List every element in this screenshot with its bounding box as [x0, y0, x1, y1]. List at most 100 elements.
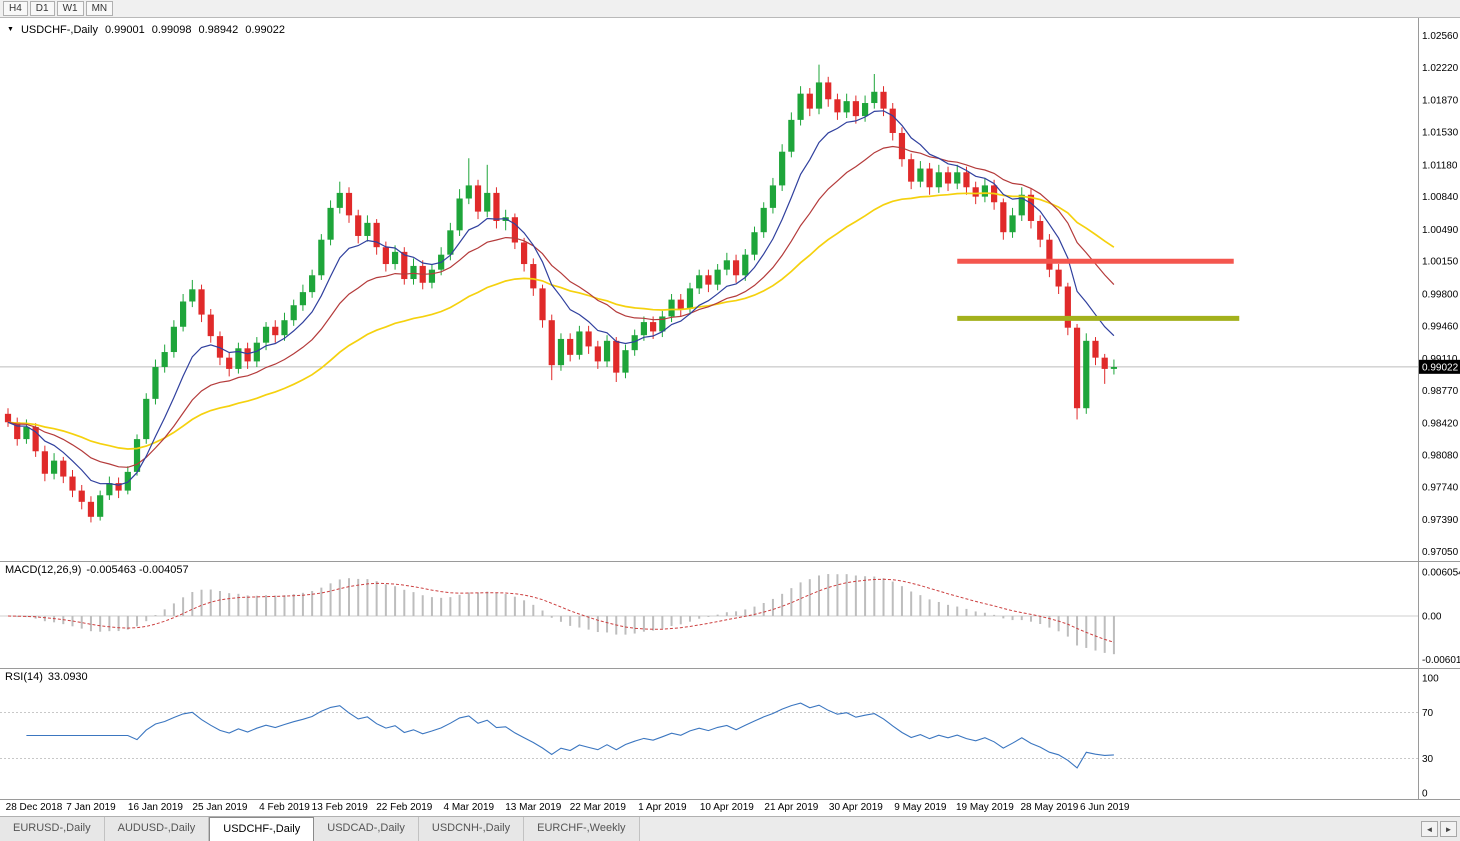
time-axis-label: 22 Feb 2019 — [376, 802, 433, 813]
candle-body — [917, 168, 924, 182]
tab-scroll-right-button[interactable]: ► — [1440, 821, 1457, 837]
tab-usdchf-daily[interactable]: USDCHF-,Daily — [209, 817, 315, 841]
candle-body — [585, 331, 592, 347]
tab-scroll-left-button[interactable]: ◄ — [1421, 821, 1438, 837]
candle-body — [262, 326, 270, 343]
candle-body — [1027, 194, 1035, 221]
tab-usdcad-daily[interactable]: USDCAD-,Daily — [314, 817, 419, 841]
candle-body — [327, 207, 334, 240]
candle-body — [318, 239, 325, 276]
time-axis[interactable]: 28 Dec 2018 7 Jan 2019 16 Jan 2019 25 Jan 2… — [0, 800, 1460, 816]
candle-body — [659, 316, 666, 332]
rsi-axis-label: 0 — [1422, 789, 1428, 800]
time-axis-label: 28 Dec 2018 — [5, 802, 63, 813]
candle-body — [640, 322, 648, 336]
time-axis-label: 30 Apr 2019 — [828, 802, 883, 813]
rsi-axis-label: 30 — [1422, 754, 1434, 765]
candle-body — [1064, 286, 1071, 328]
tab-eurchf-weekly[interactable]: EURCHF-,Weekly — [524, 817, 640, 841]
candle-body — [511, 217, 518, 243]
time-axis-label: 9 May 2019 — [894, 802, 947, 813]
tab-usdcnh-daily[interactable]: USDCNH-,Daily — [418, 817, 525, 841]
candle-body — [484, 192, 491, 212]
candle-body — [622, 350, 629, 373]
candle-body — [594, 346, 601, 362]
candle-body — [1037, 220, 1044, 240]
macd-label: MACD(12,26,9) — [5, 564, 82, 576]
price-axis-label: 0.99460 — [1422, 321, 1459, 332]
ma-line-40 — [7, 192, 1115, 450]
candle-body — [299, 292, 307, 306]
panel-splitter-rsi[interactable] — [0, 666, 1460, 670]
macd-axis-label: 0.006054 — [1422, 568, 1460, 579]
candle-body — [23, 426, 30, 440]
candle-body — [152, 367, 159, 399]
candle-body — [742, 254, 749, 276]
candle-body — [825, 82, 832, 100]
candle-body — [557, 338, 565, 366]
candle-body — [714, 269, 721, 285]
price-axis-label: 1.01870 — [1422, 96, 1459, 107]
price-axis-label: 0.97740 — [1422, 482, 1459, 493]
candle-body — [603, 340, 611, 362]
candle-body — [1018, 194, 1025, 216]
candle-body — [548, 320, 555, 366]
candle-body — [815, 82, 823, 109]
ohlc-high-value: 0.99098 — [151, 24, 192, 36]
candle-body — [1000, 202, 1007, 233]
candle-body — [530, 264, 537, 289]
timeframe-w1-button[interactable]: W1 — [56, 1, 84, 16]
macd-histogram — [16, 574, 1115, 655]
time-axis-label: 10 Apr 2019 — [699, 802, 754, 813]
macd-header: MACD(12,26,9) -0.005463 -0.004057 — [5, 564, 196, 576]
candle-body — [281, 320, 288, 336]
time-axis-label: 19 May 2019 — [955, 802, 1014, 813]
candle-body — [447, 230, 454, 255]
candle-body — [520, 242, 528, 265]
candle-body — [106, 483, 113, 496]
ma-line-8 — [7, 110, 1115, 486]
panel-splitter-macd[interactable] — [0, 559, 1460, 563]
candle-body — [198, 289, 205, 315]
candle-body — [336, 192, 343, 208]
time-axis-label: 25 Jan 2019 — [192, 802, 248, 813]
price-axis-label: 0.98420 — [1422, 419, 1459, 430]
rsi-panel[interactable]: 100 70 30 0 — [0, 668, 1460, 800]
timeframe-mn-button[interactable]: MN — [85, 1, 114, 16]
price-panel[interactable]: 1.02560 1.02220 1.01870 1.01530 1.01180 1.008… — [0, 18, 1460, 561]
ohlc-open-value: 0.99001 — [104, 24, 145, 36]
price-axis[interactable]: 1.02560 1.02220 1.01870 1.01530 1.01180 1.008… — [1422, 31, 1459, 558]
candle-body — [60, 460, 67, 477]
macd-values: -0.005463 -0.004057 — [86, 564, 189, 576]
candle-body — [50, 460, 58, 474]
tab-eurusd-daily[interactable]: EURUSD-,Daily — [0, 817, 105, 841]
time-axis-label: 21 Apr 2019 — [764, 802, 819, 813]
candle-body — [963, 172, 970, 188]
rsi-header: RSI(14) 33.0930 — [5, 671, 95, 683]
candle-body — [216, 336, 224, 358]
candle-body — [207, 314, 214, 337]
candle-body — [1055, 269, 1062, 287]
candle-body — [686, 288, 694, 309]
timeframe-d1-button[interactable]: D1 — [29, 1, 55, 16]
candle-body — [898, 132, 906, 160]
price-axis-label: 1.02560 — [1422, 31, 1459, 42]
candle-body — [474, 185, 482, 212]
candle-body — [806, 93, 813, 109]
candle-body — [880, 91, 887, 109]
candle-body — [410, 265, 417, 280]
candle-body — [1073, 327, 1081, 409]
timeframe-h4-button[interactable]: H4 — [3, 1, 28, 16]
ohlc-low-value: 0.98942 — [198, 24, 239, 36]
macd-signal-line — [7, 578, 1115, 643]
rsi-label: RSI(14) — [5, 671, 43, 683]
time-axis-label: 13 Mar 2019 — [505, 802, 562, 813]
tab-audusd-daily[interactable]: AUDUSD-,Daily — [104, 817, 210, 841]
candle-body — [760, 207, 767, 233]
price-axis-label: 0.97050 — [1422, 547, 1459, 558]
current-price-badge-text: 0.99022 — [1422, 362, 1459, 373]
candle-body — [180, 301, 187, 327]
candle-body — [576, 331, 583, 355]
